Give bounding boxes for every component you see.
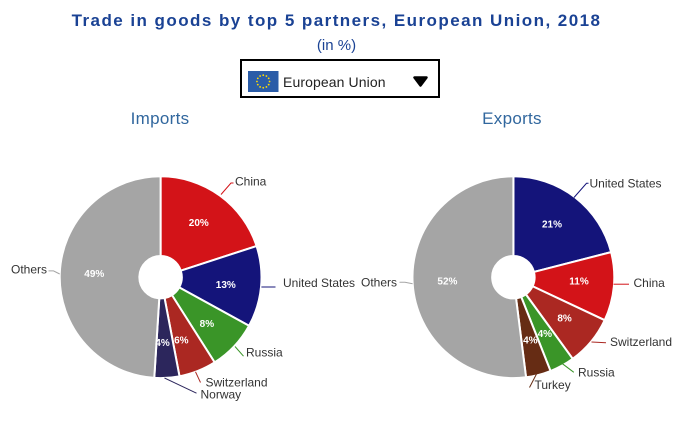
svg-text:Switzerland: Switzerland	[206, 376, 268, 390]
svg-text:Turkey: Turkey	[535, 378, 571, 392]
svg-text:United States: United States	[590, 177, 662, 191]
svg-text:13%: 13%	[216, 280, 236, 291]
svg-text:Norway: Norway	[201, 388, 242, 402]
svg-text:Switzerland: Switzerland	[610, 335, 672, 349]
svg-text:China: China	[235, 175, 267, 189]
svg-text:6%: 6%	[174, 336, 189, 347]
svg-text:Others: Others	[361, 276, 397, 290]
svg-text:Others: Others	[11, 263, 47, 277]
svg-text:4%: 4%	[523, 336, 538, 347]
svg-text:Russia: Russia	[246, 346, 283, 360]
svg-text:4%: 4%	[538, 329, 553, 340]
svg-text:United States: United States	[283, 276, 355, 290]
svg-text:11%: 11%	[569, 276, 589, 287]
svg-text:China: China	[634, 276, 666, 290]
svg-text:Russia: Russia	[578, 366, 615, 380]
svg-text:8%: 8%	[557, 313, 572, 324]
svg-text:52%: 52%	[437, 276, 457, 287]
svg-text:8%: 8%	[200, 319, 215, 330]
svg-text:4%: 4%	[155, 338, 170, 349]
svg-text:21%: 21%	[542, 220, 562, 231]
svg-text:20%: 20%	[189, 218, 209, 229]
svg-text:49%: 49%	[84, 269, 104, 280]
